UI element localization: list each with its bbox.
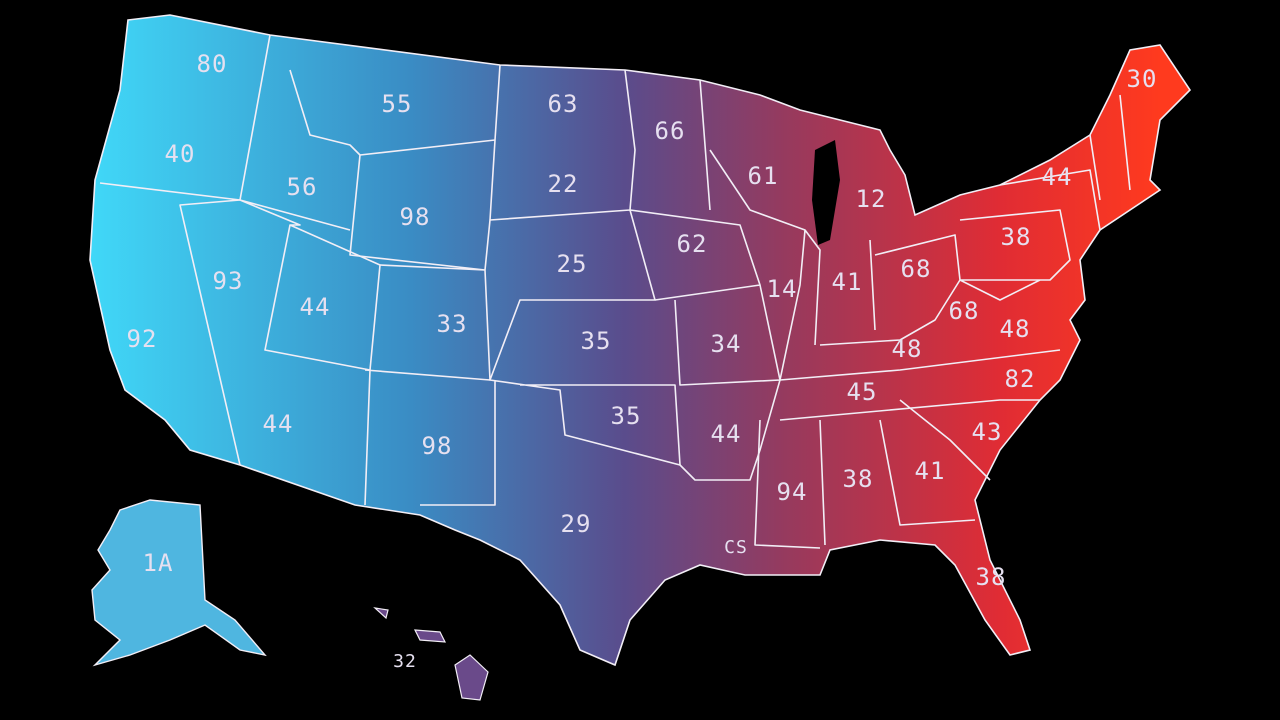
state-label: 93 [213,267,244,295]
state-label: CS [724,537,748,558]
state-label: 1A [143,549,174,577]
state-label: 38 [1001,223,1032,251]
state-label: 12 [856,185,887,213]
state-label: 98 [400,203,431,231]
state-label: 34 [711,330,742,358]
state-label: 44 [263,410,294,438]
state-label: 55 [382,90,413,118]
state-label: 92 [127,325,158,353]
state-borders [99,34,1131,549]
state-labels: 80 40 92 93 56 55 98 44 44 33 98 63 22 25 35 35 29 66 62 34… [127,50,1158,672]
state-label: 30 [1127,65,1158,93]
state-label: 48 [892,335,923,363]
state-label: 35 [611,402,642,430]
state-label: 25 [557,250,588,278]
state-label: 40 [165,140,196,168]
state-label: 94 [777,478,808,506]
state-label: 41 [832,268,863,296]
state-label: 29 [561,510,592,538]
state-label: 68 [901,255,932,283]
hawaii [373,607,489,701]
state-label: 35 [581,327,612,355]
state-label: 56 [287,173,318,201]
state-label: 63 [548,90,579,118]
state-label: 44 [1042,163,1073,191]
state-label: 98 [422,432,453,460]
state-label: 44 [300,293,331,321]
state-label: 48 [1000,315,1031,343]
state-label: 33 [437,310,468,338]
state-label: 22 [548,170,579,198]
state-label: 43 [972,418,1003,446]
state-label: 62 [677,230,708,258]
state-label: 41 [915,457,946,485]
alaska [91,499,267,667]
state-label: 38 [843,465,874,493]
state-label: 45 [847,378,878,406]
state-label: 68 [949,297,980,325]
lake-michigan [812,140,840,245]
state-label: 66 [655,117,686,145]
state-label: 80 [197,50,228,78]
state-label: 38 [976,563,1007,591]
state-label: 32 [393,651,417,672]
state-label: 61 [748,162,779,190]
state-label: 14 [767,275,798,303]
state-label: 44 [711,420,742,448]
state-label: 82 [1005,365,1036,393]
